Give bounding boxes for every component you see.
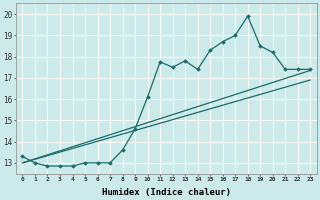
X-axis label: Humidex (Indice chaleur): Humidex (Indice chaleur): [102, 188, 231, 197]
